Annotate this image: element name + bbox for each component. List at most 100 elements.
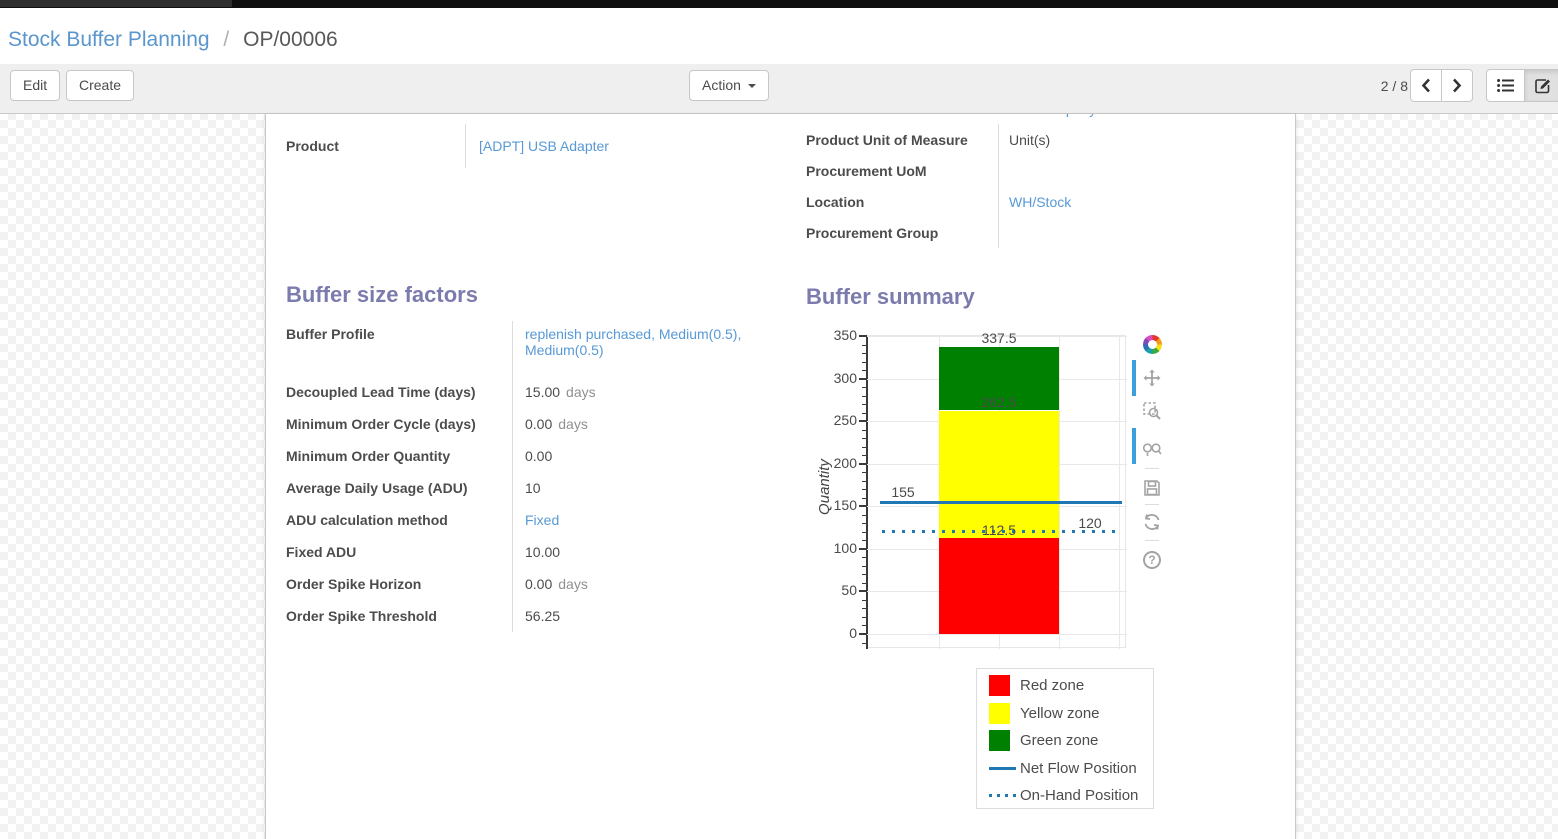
days-suffix: days: [558, 576, 588, 592]
fixed-adu-value: 10.00: [525, 544, 561, 560]
uom-value: Unit(s): [1009, 131, 1051, 148]
field-label: Minimum Order Cycle (days): [286, 416, 476, 432]
modebar-indicator-bar: [1132, 428, 1136, 464]
dlt-value: 15.00: [525, 384, 561, 400]
pager-count: 2 / 8: [1380, 78, 1408, 94]
product-link[interactable]: [ADPT] USB Adapter: [479, 138, 609, 154]
chevron-left-icon: [1421, 78, 1430, 93]
field-label: Product Unit of Measure: [806, 131, 968, 148]
adu-value: 10: [525, 480, 541, 496]
field-value: [ADPT] USB Adapter: [465, 124, 796, 168]
adu-method-link[interactable]: Fixed: [525, 512, 560, 528]
field-value: replenish purchased, Medium(0.5), Medium…: [512, 321, 796, 376]
modebar-separator: [1145, 540, 1159, 541]
top-navbar: [0, 0, 1558, 8]
action-dropdown-button[interactable]: Action: [689, 70, 769, 101]
legend-label: Red zone: [1020, 677, 1085, 695]
form-view-button[interactable]: [1524, 69, 1558, 102]
edit-button[interactable]: Edit: [10, 70, 61, 101]
top-navbar-active-segment: [0, 0, 232, 7]
chevron-right-icon: [1453, 78, 1462, 93]
legend-label: Green zone: [1020, 732, 1099, 750]
buffer-summary-chart: Quantity 0 50 100 150 200 250 300 350 337.5 262.5…: [806, 325, 1186, 670]
breadcrumb-parent-link[interactable]: Stock Buffer Planning: [8, 28, 210, 51]
field-value: 15.00 days: [512, 376, 796, 408]
legend-item[interactable]: Red zone: [977, 672, 1153, 700]
breadcrumb-row: Stock Buffer Planning / OP/00006: [0, 8, 1558, 64]
buffer-profile-link[interactable]: replenish purchased, Medium(0.5), Medium…: [525, 326, 742, 358]
reset-icon[interactable]: [1140, 510, 1164, 534]
modebar-separator: [1145, 468, 1159, 469]
field-label: Product: [286, 138, 339, 154]
product-field-group: Product [ADPT] USB Adapter: [286, 124, 796, 168]
breadcrumb: Stock Buffer Planning / OP/00006: [8, 28, 338, 52]
legend-item[interactable]: Yellow zone: [977, 700, 1153, 728]
on-hand-line-swatch: [989, 794, 1016, 798]
plot-area: 0 50 100 150 200 250 300 350 337.5 262.5 155 112.5 1…: [834, 327, 1127, 649]
spike-threshold-value: 56.25: [525, 608, 561, 624]
pager-next-button[interactable]: [1441, 69, 1473, 102]
field-label: Procurement UoM: [806, 162, 927, 179]
on-hand-position-line: [882, 530, 1119, 534]
days-suffix: days: [558, 416, 588, 432]
y-axis: [866, 336, 868, 649]
pan-icon[interactable]: [1140, 366, 1164, 390]
field-label: Procurement Group: [806, 224, 939, 241]
list-icon: [1497, 79, 1514, 92]
net-flow-position-line: [880, 500, 1122, 504]
legend-item[interactable]: Green zone: [977, 727, 1153, 755]
net-flow-line-swatch: [989, 766, 1016, 770]
field-value: 10.00: [512, 536, 796, 568]
field-label: Decoupled Lead Time (days): [286, 384, 476, 400]
procurement-field-group: Product Unit of Measure Unit(s) Procurem…: [806, 124, 1295, 248]
field-value: [998, 217, 1295, 248]
zoom-box-icon[interactable]: [1140, 399, 1164, 423]
legend-label: Yellow zone: [1020, 704, 1100, 722]
modebar-separator: [1145, 504, 1159, 505]
yellow-zone-swatch: [989, 702, 1010, 724]
field-value: WH/Stock: [998, 186, 1295, 217]
edit-form-icon: [1535, 78, 1550, 93]
field-value: 0.00 days: [512, 408, 796, 440]
spike-horizon-value: 0.00: [525, 576, 553, 592]
field-value: 0.00: [512, 440, 796, 472]
legend-item[interactable]: Net Flow Position: [977, 755, 1153, 783]
yellow-zone-bar: [939, 410, 1059, 539]
green-zone-swatch: [989, 730, 1010, 752]
field-label: Order Spike Horizon: [286, 576, 422, 592]
location-link[interactable]: WH/Stock: [1009, 193, 1072, 210]
field-label: Fixed ADU: [286, 544, 357, 560]
legend-label: On-Hand Position: [1020, 787, 1139, 805]
zoom-in-out-icon[interactable]: [1140, 438, 1164, 462]
save-icon[interactable]: [1140, 476, 1164, 500]
modebar-indicator-bar: [1132, 360, 1136, 396]
form-sheet: YourCompany Product [ADPT] USB Adapter P…: [265, 114, 1296, 839]
field-label: Buffer Profile: [286, 326, 375, 342]
buffer-factors-group: Buffer Profile replenish purchased, Medi…: [286, 321, 796, 632]
buffer-summary-title: Buffer summary: [806, 284, 975, 309]
field-label: ADU calculation method: [286, 512, 448, 528]
help-icon[interactable]: ?: [1140, 548, 1164, 572]
days-suffix: days: [566, 384, 596, 400]
red-zone-bar: [939, 538, 1059, 634]
caret-down-icon: [747, 84, 756, 89]
field-label: Minimum Order Quantity: [286, 448, 451, 464]
field-label: Location: [806, 193, 865, 210]
breadcrumb-current: OP/00006: [243, 28, 338, 51]
buffer-size-factors-title: Buffer size factors: [286, 282, 478, 307]
legend-item[interactable]: On-Hand Position: [977, 782, 1153, 810]
legend-label: Net Flow Position: [1020, 759, 1137, 777]
field-value: Fixed: [512, 504, 796, 536]
action-label: Action: [702, 77, 741, 93]
create-button[interactable]: Create: [66, 70, 135, 101]
moc-value: 0.00: [525, 416, 553, 432]
plotly-logo-icon[interactable]: [1140, 332, 1164, 356]
field-value: [998, 155, 1295, 186]
list-view-button[interactable]: [1486, 69, 1525, 102]
view-switcher: [1486, 69, 1558, 102]
pager-previous-button[interactable]: [1410, 69, 1442, 102]
field-value: 10: [512, 472, 796, 504]
pager-buttons: [1410, 69, 1473, 102]
company-field-value-clipped[interactable]: YourCompany: [1008, 114, 1096, 118]
